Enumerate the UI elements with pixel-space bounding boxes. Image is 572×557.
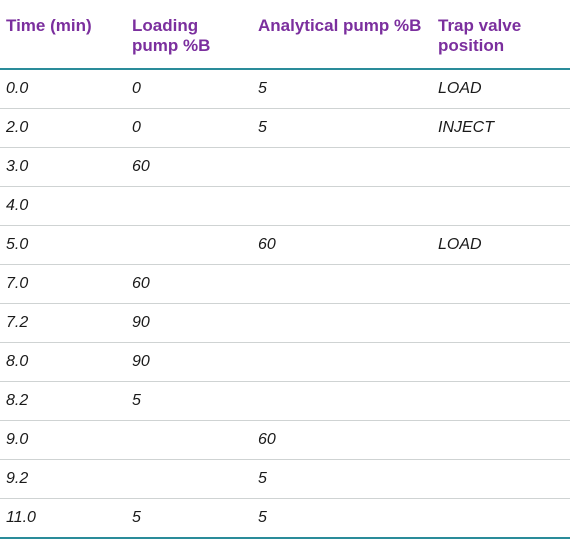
cell-loading-pump: 0 [126,69,252,109]
header-trap-valve: Trap valve position [432,16,570,70]
table-row: 9.2 5 [0,459,570,499]
cell-analytical-pump: 60 [252,420,432,460]
cell-trap-valve [432,420,570,460]
cell-analytical-pump: 60 [252,225,432,265]
cell-trap-valve [432,303,570,343]
cell-loading-pump [126,459,252,499]
cell-analytical-pump [252,303,432,343]
cell-loading-pump [126,186,252,226]
cell-time: 11.0 [0,498,126,539]
cell-analytical-pump: 5 [252,498,432,539]
gradient-table: Time (min) Loading pump %B Analytical pu… [0,16,570,539]
header-loading-pump: Loading pump %B [126,16,252,70]
cell-loading-pump: 90 [126,303,252,343]
table-row: 7.0 60 [0,264,570,304]
cell-analytical-pump [252,147,432,187]
table-row: 4.0 [0,186,570,226]
cell-loading-pump: 60 [126,147,252,187]
table-row: 2.0 0 5 INJECT [0,108,570,148]
cell-trap-valve [432,381,570,421]
table-row: 5.0 60 LOAD [0,225,570,265]
cell-time: 0.0 [0,69,126,109]
table-row: 9.0 60 [0,420,570,460]
header-time: Time (min) [0,16,126,70]
cell-trap-valve [432,186,570,226]
cell-trap-valve: INJECT [432,108,570,148]
cell-time: 7.0 [0,264,126,304]
cell-trap-valve [432,147,570,187]
cell-trap-valve: LOAD [432,69,570,109]
gradient-table-container: Time (min) Loading pump %B Analytical pu… [0,16,570,539]
cell-loading-pump: 60 [126,264,252,304]
cell-analytical-pump [252,264,432,304]
cell-analytical-pump [252,381,432,421]
table-header: Time (min) Loading pump %B Analytical pu… [0,16,570,70]
cell-loading-pump: 5 [126,498,252,539]
cell-trap-valve [432,459,570,499]
table-row: 3.0 60 [0,147,570,187]
cell-time: 9.0 [0,420,126,460]
cell-trap-valve [432,264,570,304]
table-body: 0.0 0 5 LOAD 2.0 0 5 INJECT 3.0 60 4.0 [0,69,570,539]
cell-time: 4.0 [0,186,126,226]
table-row: 0.0 0 5 LOAD [0,69,570,109]
cell-trap-valve: LOAD [432,225,570,265]
cell-time: 9.2 [0,459,126,499]
cell-loading-pump: 0 [126,108,252,148]
cell-loading-pump [126,420,252,460]
table-row: 11.0 5 5 [0,498,570,539]
cell-analytical-pump [252,342,432,382]
table-row: 7.2 90 [0,303,570,343]
cell-time: 5.0 [0,225,126,265]
cell-time: 8.0 [0,342,126,382]
header-analytical-pump: Analytical pump %B [252,16,432,70]
cell-time: 8.2 [0,381,126,421]
header-row: Time (min) Loading pump %B Analytical pu… [0,16,570,70]
table-row: 8.2 5 [0,381,570,421]
cell-loading-pump: 5 [126,381,252,421]
cell-time: 3.0 [0,147,126,187]
cell-analytical-pump [252,186,432,226]
table-row: 8.0 90 [0,342,570,382]
cell-analytical-pump: 5 [252,459,432,499]
cell-trap-valve [432,498,570,539]
cell-time: 2.0 [0,108,126,148]
cell-trap-valve [432,342,570,382]
cell-loading-pump: 90 [126,342,252,382]
cell-loading-pump [126,225,252,265]
cell-analytical-pump: 5 [252,108,432,148]
cell-analytical-pump: 5 [252,69,432,109]
cell-time: 7.2 [0,303,126,343]
